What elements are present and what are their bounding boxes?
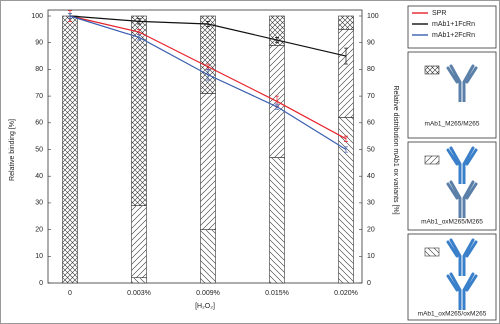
error-bar <box>137 34 141 41</box>
legend-swatch <box>424 247 440 257</box>
legend-label: SPR <box>432 10 446 17</box>
error-bar <box>68 12 72 20</box>
x-tick-label: 0.003% <box>127 290 151 297</box>
x-tick-label: 0.009% <box>196 290 220 297</box>
x-axis-title: [H₂O₂] <box>195 303 215 310</box>
antibody-stem <box>458 256 466 276</box>
antibody-arm <box>446 272 478 292</box>
error-bar <box>206 20 210 28</box>
bar-segment <box>269 15 285 46</box>
bar-segment <box>62 15 78 284</box>
bar-legend-box <box>407 51 497 139</box>
y-tick-label: 0 <box>39 280 43 287</box>
antibody-arm <box>446 238 478 258</box>
bar-segment <box>338 29 354 118</box>
bar-segment <box>200 93 216 230</box>
bar-segment <box>200 15 216 94</box>
x-tick-label: 0 <box>68 290 72 297</box>
y-tick-label: 40 <box>35 173 43 180</box>
legend-label: mAb1_M265/M265 <box>425 121 480 128</box>
legend-label: mAb1_oxM265/M265 <box>421 219 483 226</box>
x-tick-label: 0.020% <box>334 290 358 297</box>
y-tick-label: 70 <box>35 93 43 100</box>
y-tick-label: 30 <box>35 200 43 207</box>
antibody-stem <box>458 290 466 310</box>
y-axis-title: Relative binding [%] <box>9 119 16 181</box>
legend-label: mAb1_oxM265/oxM265 <box>418 311 487 318</box>
y-tick-label: 50 <box>35 146 43 153</box>
y2-tick-label: 70 <box>367 93 375 100</box>
error-bar <box>344 135 348 142</box>
bar-segment <box>269 157 285 284</box>
antibody-arm <box>446 180 478 200</box>
bar-segment <box>131 15 147 206</box>
y-tick-label: 90 <box>35 40 43 47</box>
bar-segment <box>338 15 354 30</box>
legend-label: mAb1+2FcRn <box>432 32 475 39</box>
antibody-icon <box>446 272 478 310</box>
antibody-arm <box>446 64 478 84</box>
bar-segment <box>338 117 354 284</box>
y2-tick-label: 20 <box>367 226 375 233</box>
antibody-arm <box>446 146 478 166</box>
error-bar <box>275 37 279 44</box>
antibody-stem <box>458 82 466 102</box>
error-bar <box>344 146 348 153</box>
y2-tick-label: 30 <box>367 200 375 207</box>
y2-tick-label: 100 <box>367 13 379 20</box>
bar-segment <box>131 205 147 278</box>
bar-legend-box <box>407 141 497 231</box>
legend-swatch <box>424 155 440 165</box>
y2-tick-label: 60 <box>367 120 375 127</box>
antibody-icon <box>446 64 478 102</box>
y-tick-label: 20 <box>35 226 43 233</box>
x-tick-label: 0.015% <box>265 290 289 297</box>
y2-axis-title: Relative distribution mAb1 ox variants [… <box>392 85 399 214</box>
error-bar <box>344 47 348 65</box>
legend-label: mAb1+1FcRn <box>432 21 475 28</box>
y2-tick-label: 0 <box>367 280 371 287</box>
antibody-icon <box>446 180 478 218</box>
y2-tick-label: 80 <box>367 66 375 73</box>
antibody-icon <box>446 238 478 276</box>
y2-tick-label: 40 <box>367 173 375 180</box>
error-bar <box>275 103 279 110</box>
bar-legend-box <box>407 233 497 321</box>
antibody-icon <box>446 146 478 184</box>
y2-tick-label: 90 <box>367 40 375 47</box>
bar-segment <box>200 229 216 284</box>
y-tick-label: 80 <box>35 66 43 73</box>
error-bar <box>137 18 141 25</box>
y-tick-label: 10 <box>35 253 43 260</box>
y2-tick-label: 50 <box>367 146 375 153</box>
y2-tick-label: 10 <box>367 253 375 260</box>
legend-swatch <box>424 65 440 75</box>
y-tick-label: 60 <box>35 120 43 127</box>
bar-segment <box>131 277 147 284</box>
error-bar <box>206 69 210 81</box>
line-legend-box <box>407 5 497 49</box>
antibody-stem <box>458 198 466 218</box>
antibody-stem <box>458 164 466 184</box>
y-tick-label: 100 <box>31 13 43 20</box>
